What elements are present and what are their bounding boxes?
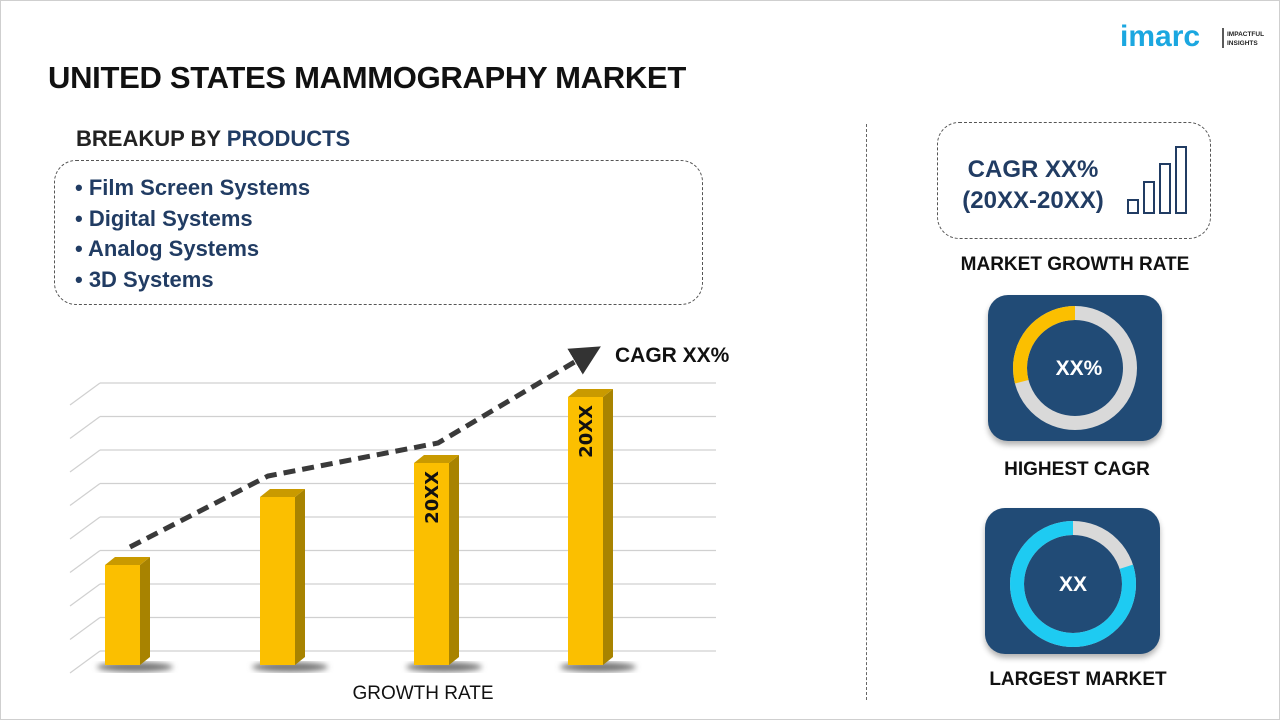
gridline-depth bbox=[69, 550, 101, 573]
bar-top bbox=[414, 455, 459, 463]
bar-chart-icon bbox=[1127, 146, 1187, 214]
product-list: • Film Screen Systems • Digital Systems … bbox=[54, 160, 703, 305]
bar-front bbox=[105, 565, 140, 665]
highest-cagr-value: XX% bbox=[1055, 357, 1103, 380]
bar bbox=[252, 489, 328, 672]
period-line: (20XX-20XX) bbox=[962, 187, 1104, 214]
list-item: • Film Screen Systems bbox=[75, 175, 311, 200]
gridline-depth bbox=[69, 583, 101, 607]
bar bbox=[97, 557, 173, 672]
market-growth-value: CAGR XX% (20XX-20XX) bbox=[948, 154, 1118, 216]
bar-top bbox=[568, 389, 613, 397]
bar-top bbox=[105, 557, 150, 565]
gridline-depth bbox=[69, 650, 101, 674]
svg-text:INSIGHTS: INSIGHTS bbox=[1227, 40, 1258, 47]
bar-side bbox=[295, 489, 305, 665]
bar: 20XX bbox=[406, 455, 482, 672]
svg-text:imarc: imarc bbox=[1120, 20, 1200, 53]
market-growth-label: MARKET GROWTH RATE bbox=[960, 254, 1190, 275]
bar: 20XX bbox=[560, 389, 636, 672]
svg-text:IMPACTFUL: IMPACTFUL bbox=[1227, 31, 1264, 38]
highest-cagr-ring bbox=[1013, 306, 1137, 430]
largest-market-value: XX bbox=[1058, 573, 1087, 596]
largest-market-label: LARGEST MARKET bbox=[989, 669, 1167, 690]
bar-label: 20XX bbox=[576, 405, 597, 458]
bar-front bbox=[260, 497, 295, 665]
breakup-highlight: PRODUCTS bbox=[226, 126, 351, 151]
bar-top bbox=[260, 489, 305, 497]
cagr-line: CAGR XX% bbox=[967, 156, 1099, 183]
gridline-depth bbox=[69, 516, 101, 540]
page-title: UNITED STATES MAMMOGRAPHY MARKET bbox=[48, 60, 686, 95]
bar-label: 20XX bbox=[422, 471, 443, 524]
list-item: • Digital Systems bbox=[75, 205, 253, 231]
growth-chart: 20XX 20XX CAGR XX% GROWTH RATE bbox=[69, 344, 730, 704]
trend-line bbox=[128, 346, 601, 550]
imarc-logo: imarc IMPACTFUL INSIGHTS bbox=[1120, 14, 1265, 59]
highest-cagr-label: HIGHEST CAGR bbox=[1004, 459, 1150, 480]
bar-side bbox=[140, 557, 150, 665]
x-axis-label: GROWTH RATE bbox=[352, 683, 493, 704]
bar-front bbox=[568, 397, 603, 665]
gridline-depth bbox=[69, 617, 101, 640]
list-item: • 3D Systems bbox=[75, 266, 214, 292]
cagr-label: CAGR XX% bbox=[615, 344, 730, 367]
gridlines bbox=[69, 382, 716, 674]
gridline-depth bbox=[69, 382, 101, 406]
list-item: • Analog Systems bbox=[75, 236, 260, 261]
breakup-prefix: BREAKUP BY bbox=[76, 126, 227, 151]
gridline-depth bbox=[69, 416, 101, 439]
divider bbox=[866, 124, 867, 700]
bar-side bbox=[449, 455, 459, 665]
gridline-depth bbox=[69, 449, 101, 473]
gridline-depth bbox=[69, 483, 101, 506]
market-growth-box bbox=[937, 122, 1211, 239]
breakup-heading: BREAKUP BY PRODUCTS bbox=[76, 126, 350, 152]
bar-side bbox=[603, 389, 613, 665]
bar-front bbox=[414, 463, 449, 665]
largest-market-ring bbox=[1010, 521, 1136, 647]
